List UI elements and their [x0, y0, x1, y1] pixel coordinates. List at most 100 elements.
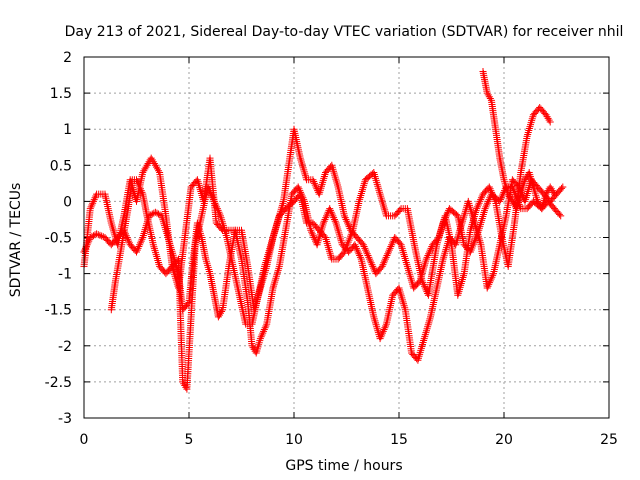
data-point: [487, 275, 495, 283]
data-point: [320, 232, 328, 240]
data-point: [422, 255, 430, 263]
data-point: [326, 206, 334, 214]
data-point: [498, 192, 506, 200]
data-point: [297, 188, 305, 196]
data-point: [151, 208, 159, 216]
data-point: [326, 205, 334, 213]
data-point: [92, 192, 100, 200]
data-point: [485, 280, 493, 288]
data-point: [321, 215, 329, 223]
data-point: [134, 244, 142, 252]
data-point: [308, 230, 316, 238]
data-point: [140, 167, 148, 175]
data-point: [559, 183, 567, 191]
data-point: [507, 196, 515, 204]
data-point: [89, 199, 97, 207]
data-point: [550, 190, 558, 198]
data-point: [90, 196, 98, 204]
data-point: [86, 205, 94, 213]
data-point: [542, 190, 550, 198]
data-point: [312, 183, 320, 191]
data-point: [180, 380, 188, 388]
y-tick-label: 2: [63, 50, 72, 66]
data-point: [542, 111, 550, 119]
data-point: [260, 327, 268, 335]
data-point: [308, 228, 316, 236]
data-point: [379, 327, 387, 335]
data-point: [489, 271, 497, 279]
data-point: [211, 199, 219, 207]
data-point: [93, 230, 101, 238]
data-point: [489, 192, 497, 200]
data-point: [136, 241, 144, 249]
data-point: [425, 248, 433, 256]
data-point: [549, 188, 557, 196]
data-point: [124, 235, 132, 243]
data-point: [544, 114, 552, 122]
data-point: [136, 185, 144, 193]
data-point: [300, 196, 308, 204]
data-point: [486, 279, 494, 287]
data-point: [367, 259, 375, 267]
data-point: [258, 331, 266, 339]
data-point: [380, 259, 388, 267]
data-point: [296, 187, 304, 195]
data-point: [83, 241, 91, 249]
chart-title: Day 213 of 2021, Sidereal Day-to-day VTE…: [65, 24, 624, 40]
data-point: [420, 280, 428, 288]
x-tick-label: 20: [495, 432, 513, 448]
y-tick-label: -3: [58, 411, 72, 427]
y-tick-label: -2: [58, 339, 72, 355]
data-point: [488, 273, 496, 281]
data-point: [89, 197, 97, 205]
data-point: [298, 192, 306, 200]
data-point: [380, 326, 388, 334]
data-point: [330, 215, 338, 223]
data-point: [487, 187, 495, 195]
data-point: [505, 192, 513, 200]
data-point: [81, 246, 89, 254]
data-point: [396, 239, 404, 247]
x-tick-label: 10: [285, 432, 303, 448]
data-point: [84, 239, 92, 247]
y-tick-label: 1.5: [50, 86, 72, 102]
data-point: [484, 91, 492, 99]
data-point: [378, 331, 386, 339]
data-point: [139, 169, 147, 177]
data-point: [504, 190, 512, 198]
data-point: [133, 176, 140, 184]
plot-frame: [83, 56, 610, 419]
data-point: [173, 257, 181, 265]
y-tick-label: -1.5: [45, 303, 72, 319]
data-point: [206, 188, 214, 196]
data-point: [363, 250, 371, 258]
data-point: [88, 233, 96, 241]
data-point: [555, 210, 563, 218]
data-point: [153, 209, 161, 217]
data-point: [249, 344, 257, 352]
data-point: [295, 185, 303, 193]
data-point: [342, 215, 350, 223]
data-point: [476, 197, 484, 205]
x-tick-label: 15: [390, 432, 408, 448]
data-point: [558, 184, 566, 192]
data-point: [135, 181, 143, 189]
data-point: [151, 161, 159, 169]
data-point: [88, 201, 96, 209]
data-point: [87, 203, 95, 211]
data-point: [384, 250, 392, 258]
data-point: [382, 322, 390, 330]
y-tick-label: 0.5: [50, 158, 72, 174]
data-point: [147, 211, 155, 219]
data-point: [396, 206, 404, 214]
data-point: [208, 192, 216, 200]
data-point: [381, 324, 389, 332]
data-point: [212, 201, 220, 209]
data-point: [522, 174, 530, 182]
data-point: [362, 246, 370, 254]
data-point: [345, 223, 353, 231]
y-tick-label: -2.5: [45, 375, 72, 391]
data-point: [96, 231, 104, 239]
data-point: [497, 194, 505, 202]
